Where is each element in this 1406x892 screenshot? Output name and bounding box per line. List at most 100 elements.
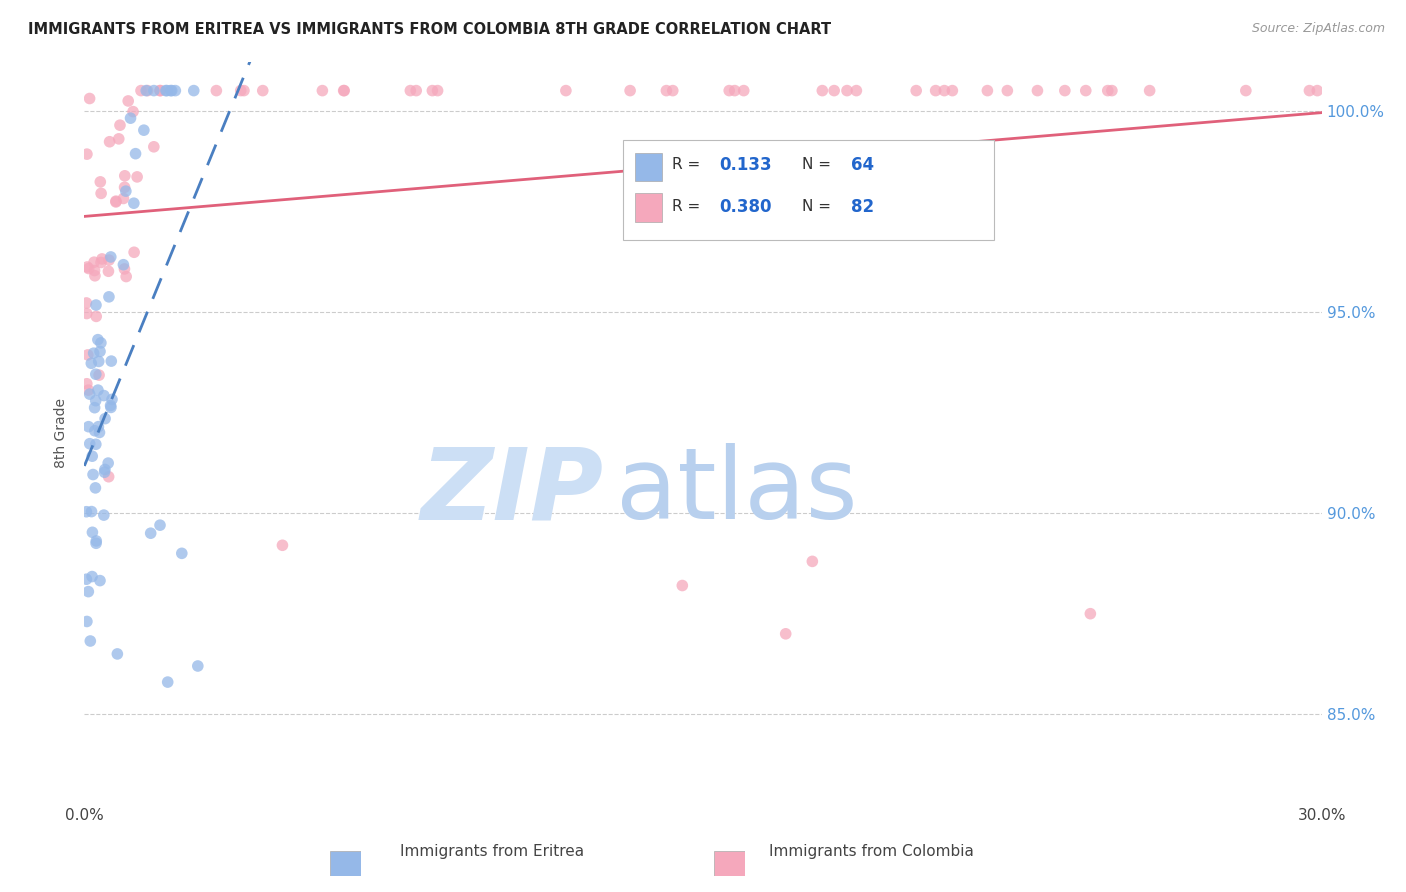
Point (1234, 84, 1257, 98)
Point (399, 84, 422, 98)
Point (100, 399, 122, 413)
Point (122, 245, 145, 260)
Point (84, 310, 107, 324)
Point (823, 84, 845, 98)
Point (1053, 84, 1076, 98)
Point (422, 84, 444, 98)
Point (941, 84, 963, 98)
Point (82, 467, 104, 482)
Point (83, 263, 105, 277)
Point (149, 84, 172, 98)
Point (76, 615, 98, 629)
Point (619, 84, 641, 98)
Text: 0.380: 0.380 (718, 198, 772, 216)
Point (1306, 84, 1329, 98)
Point (107, 132, 129, 146)
Point (84, 368, 107, 382)
Point (114, 180, 136, 194)
Text: 0.133: 0.133 (718, 155, 772, 174)
Point (233, 84, 256, 98)
Point (801, 554, 824, 568)
Point (1298, 84, 1320, 98)
Point (90, 186, 112, 201)
Text: atlas: atlas (616, 443, 858, 541)
Point (79, 91, 101, 105)
Point (655, 84, 678, 98)
Point (1097, 84, 1119, 98)
Point (94, 462, 117, 476)
Y-axis label: 8th Grade: 8th Grade (55, 398, 69, 467)
Point (252, 84, 274, 98)
Point (87, 368, 110, 383)
Point (89, 574, 111, 588)
Point (1101, 84, 1123, 98)
Point (127, 169, 149, 184)
Point (76, 260, 98, 274)
FancyBboxPatch shape (636, 153, 662, 181)
Text: Source: ZipAtlas.com: Source: ZipAtlas.com (1251, 22, 1385, 36)
Point (87, 333, 110, 347)
Point (124, 146, 146, 161)
FancyBboxPatch shape (636, 194, 662, 221)
Text: 82: 82 (852, 198, 875, 216)
Point (97, 456, 120, 470)
Point (84, 268, 107, 283)
Point (976, 84, 998, 98)
Point (87, 383, 110, 397)
Point (311, 84, 333, 98)
Point (129, 84, 152, 98)
Point (775, 627, 797, 641)
Point (724, 84, 747, 98)
Point (155, 84, 177, 98)
Text: Immigrants from Eritrea: Immigrants from Eritrea (401, 845, 583, 859)
Point (83, 255, 105, 269)
Text: N =: N = (801, 157, 835, 172)
Point (76, 307, 98, 321)
Point (79, 436, 101, 450)
Point (112, 191, 135, 205)
Point (114, 261, 136, 276)
Point (183, 84, 205, 98)
Point (83, 346, 105, 360)
Point (426, 84, 449, 98)
Point (160, 84, 183, 98)
Point (1026, 84, 1049, 98)
Point (75, 296, 97, 310)
Point (76, 147, 98, 161)
Point (187, 659, 209, 673)
Point (94, 411, 117, 425)
Point (661, 84, 683, 98)
Point (1074, 84, 1097, 98)
Point (77, 419, 100, 434)
Point (84, 533, 107, 548)
Text: Immigrants from Colombia: Immigrants from Colombia (769, 845, 974, 859)
Point (108, 118, 131, 132)
Point (671, 578, 693, 592)
Point (84, 481, 107, 495)
Point (97, 290, 120, 304)
Point (905, 84, 928, 98)
Text: R =: R = (672, 157, 706, 172)
Point (271, 538, 294, 552)
Point (84, 393, 107, 408)
Point (136, 84, 159, 98)
Point (333, 84, 356, 98)
Point (104, 194, 127, 209)
Point (98, 253, 121, 268)
Point (90, 255, 112, 269)
Point (117, 94, 139, 108)
Point (89, 175, 111, 189)
Point (75, 505, 97, 519)
Point (934, 84, 956, 98)
Point (139, 526, 162, 541)
Text: IMMIGRANTS FROM ERITREA VS IMMIGRANTS FROM COLOMBIA 8TH GRADE CORRELATION CHART: IMMIGRANTS FROM ERITREA VS IMMIGRANTS FR… (28, 22, 831, 37)
Point (115, 269, 138, 284)
Point (76, 376, 98, 391)
Point (405, 84, 427, 98)
Point (89, 344, 111, 359)
Point (811, 84, 834, 98)
Point (75, 572, 97, 586)
Point (114, 169, 136, 183)
Point (835, 84, 858, 98)
Point (84, 437, 107, 451)
